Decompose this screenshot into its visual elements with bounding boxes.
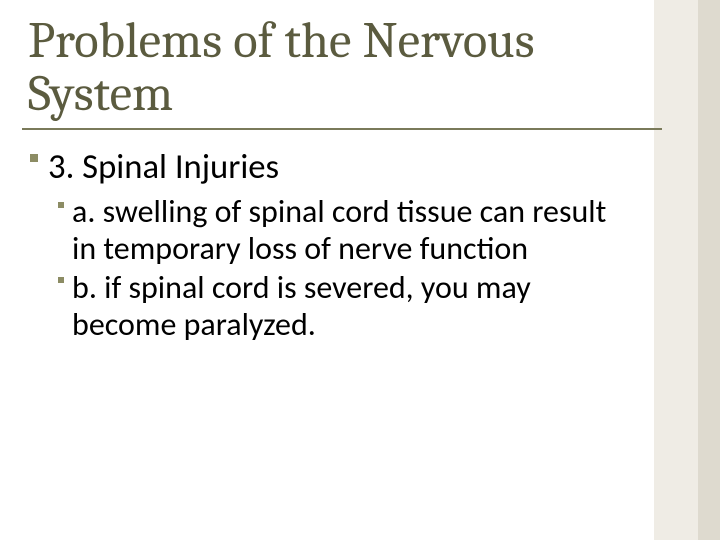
bullet-level2-item: a. swelling of spinal cord tissue can re…: [58, 194, 638, 268]
bullet-level2-text: b. if spinal cord is severed, you may be…: [72, 270, 612, 344]
slide-title: Problems of the Nervous System: [28, 14, 638, 120]
bullet-icon: [30, 154, 38, 162]
bullet-icon: [58, 277, 64, 283]
slide-content: Problems of the Nervous System 3. Spinal…: [28, 14, 638, 346]
bullet-level2-item: b. if spinal cord is severed, you may be…: [58, 270, 638, 344]
title-underline: [22, 128, 662, 130]
bullet-level2-text: a. swelling of spinal cord tissue can re…: [72, 194, 612, 268]
decorative-stripe-outer: [698, 0, 720, 540]
bullet-level1: 3. Spinal Injuries: [30, 146, 638, 188]
decorative-stripe-inner: [654, 0, 698, 540]
bullet-icon: [58, 202, 64, 208]
bullet-level1-text: 3. Spinal Injuries: [48, 146, 279, 188]
